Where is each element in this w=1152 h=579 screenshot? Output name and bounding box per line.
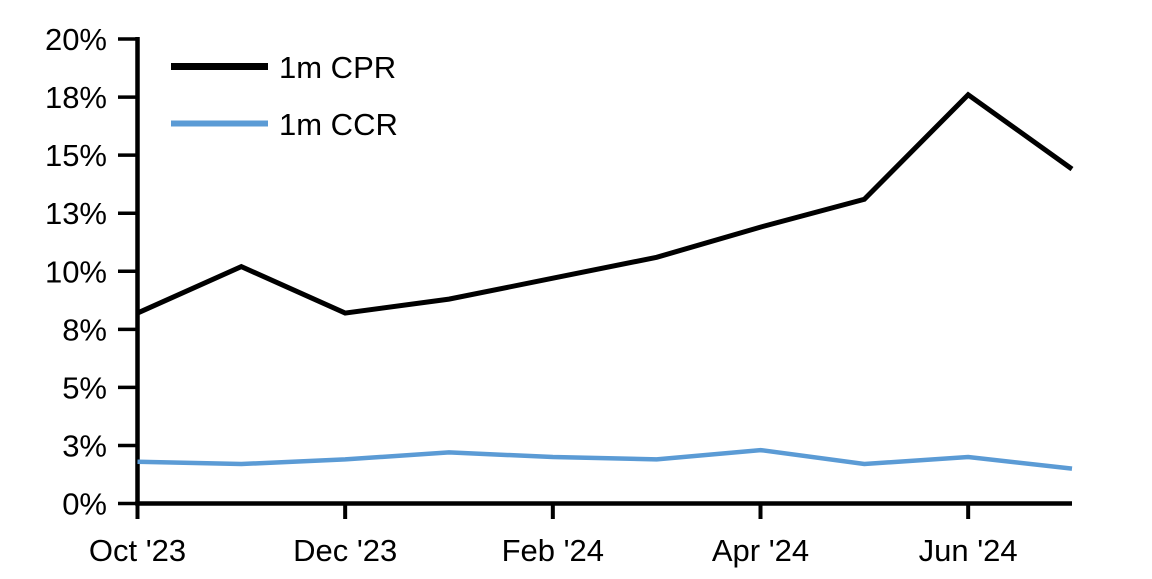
x-tick-label: Apr '24 (712, 533, 809, 568)
series-line-1m-cpr (136, 91, 1074, 316)
legend-label-1m-ccr: 1m CCR (279, 107, 398, 142)
plot-series (136, 91, 1074, 471)
y-tick-label: 13% (45, 196, 107, 231)
y-tick-label: 10% (45, 254, 107, 289)
series-line-1m-ccr (137, 447, 1073, 471)
y-tick-label: 8% (62, 312, 107, 347)
y-tick-label: 18% (45, 80, 107, 115)
y-tick-label: 5% (62, 370, 107, 405)
y-axis: 0% 3% 5% 8% 10% 13% 15% 18% 20% (45, 22, 140, 522)
x-tick-label: Dec '23 (293, 533, 397, 568)
y-tick-label: 20% (45, 22, 107, 57)
x-tick-label: Oct '23 (89, 533, 186, 568)
y-tick-label: 3% (62, 428, 107, 463)
x-axis: Oct '23 Dec '23 Feb '24 Apr '24 Jun '24 (89, 501, 1072, 568)
y-tick-label: 0% (62, 487, 107, 522)
y-tick-label: 15% (45, 138, 107, 173)
legend: 1m CPR 1m CCR (171, 50, 398, 142)
legend-label-1m-cpr: 1m CPR (279, 50, 396, 85)
x-tick-label: Feb '24 (502, 533, 604, 568)
x-tick-label: Jun '24 (919, 533, 1018, 568)
